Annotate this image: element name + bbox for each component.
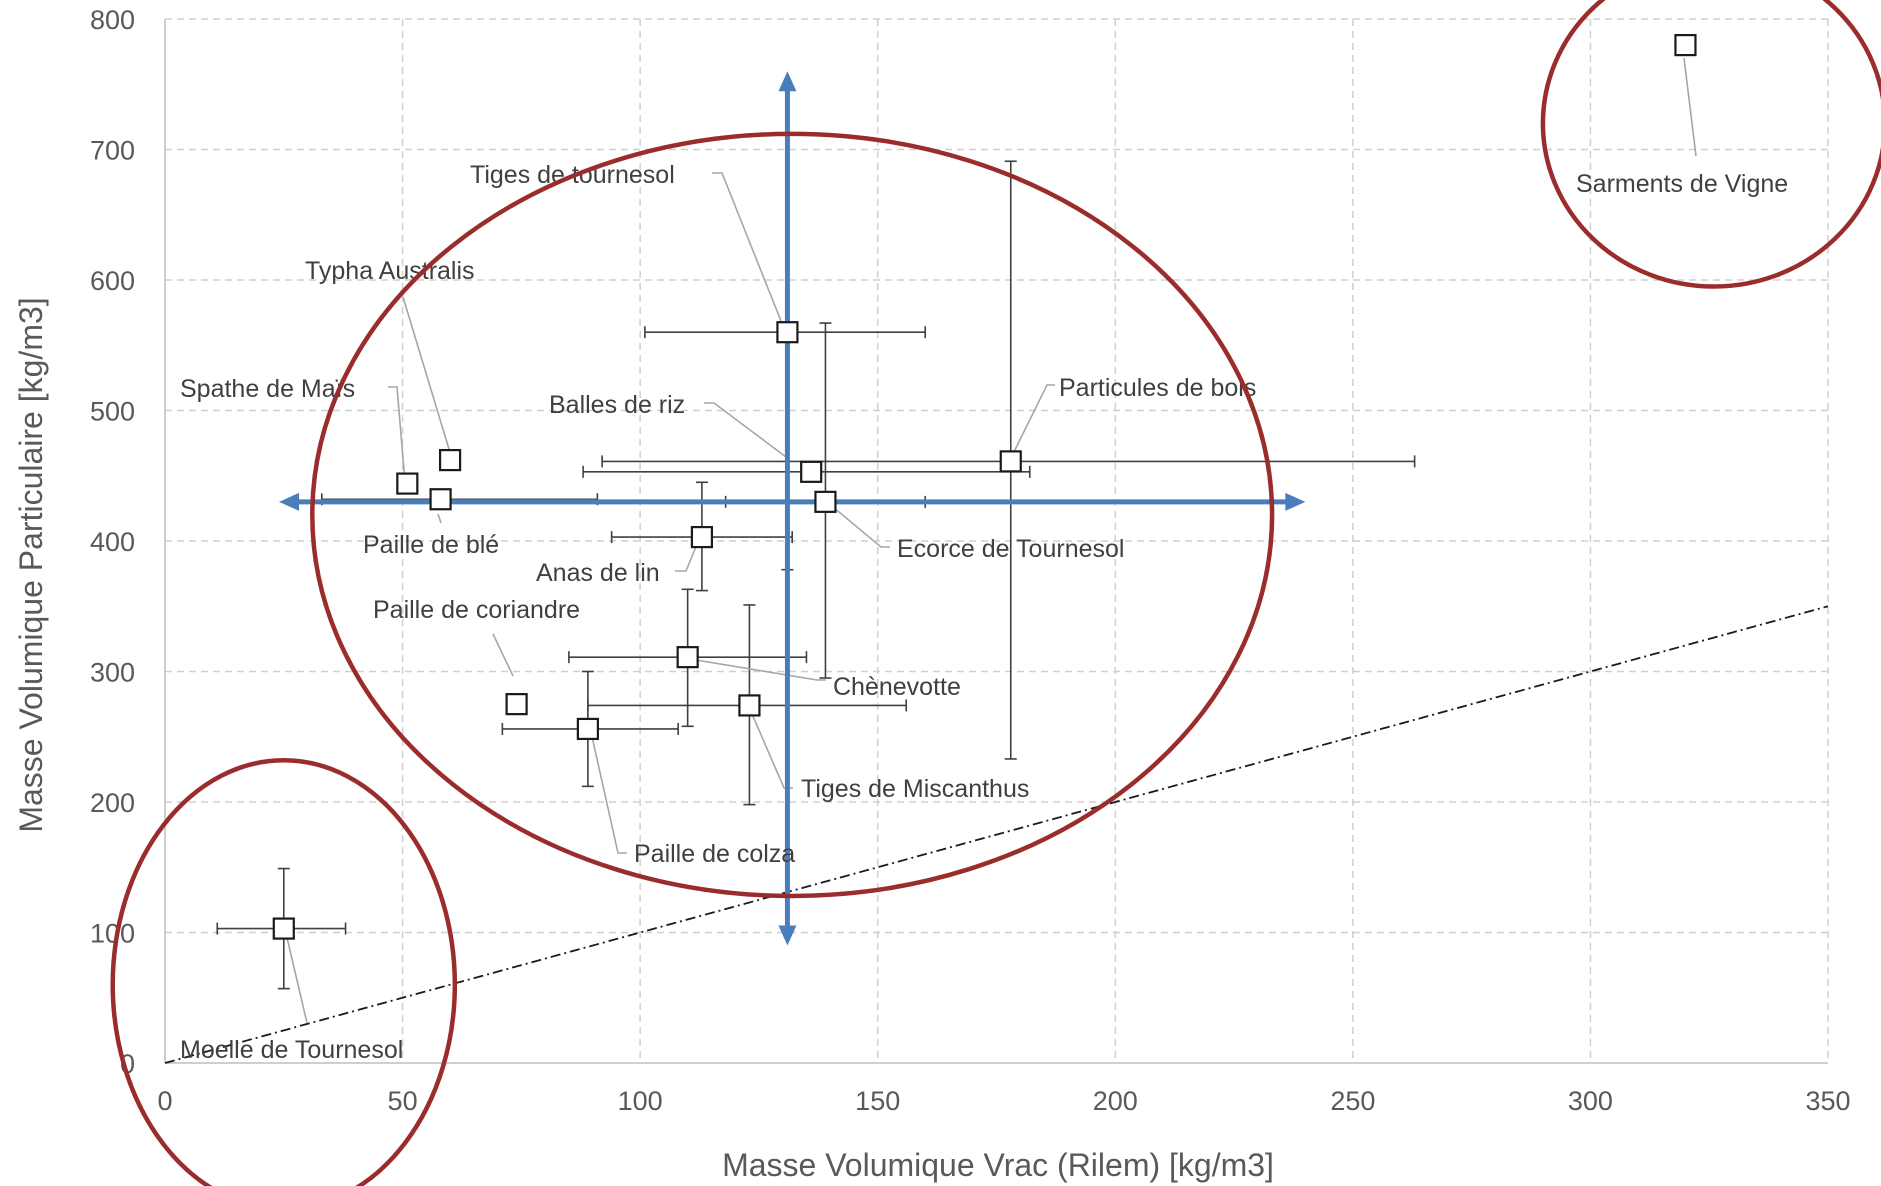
data-point-marker: [800, 460, 823, 483]
x-tick-label: 50: [388, 1086, 418, 1116]
data-point-marker: [690, 525, 714, 549]
data-point-marker: [429, 488, 452, 511]
x-tick-label: 300: [1568, 1086, 1613, 1116]
y-tick-label: 200: [90, 788, 135, 818]
data-point-label: Balles de riz: [549, 391, 685, 419]
leader-line: [402, 296, 453, 460]
data-point-marker: [272, 917, 295, 940]
arrow-layer: [279, 71, 1306, 946]
data-point-marker: [776, 321, 799, 344]
y-tick-label: 300: [90, 658, 135, 688]
leader-line: [704, 402, 787, 458]
y-tick-label: 500: [90, 397, 135, 427]
highlight-ellipse: [110, 758, 458, 1186]
y-tick-label: 800: [90, 5, 135, 35]
data-point-label: Paille de coriandre: [373, 596, 580, 624]
data-point-label: Spathe de Maïs: [180, 375, 355, 403]
data-point-marker: [576, 717, 599, 741]
vertical-arrow-head-top: [778, 71, 797, 92]
leader-line: [437, 513, 442, 524]
marker-layer: [272, 33, 1697, 940]
data-point-marker: [505, 693, 528, 716]
y-tick-label: 100: [90, 919, 135, 949]
vertical-arrow-head-bottom: [778, 925, 797, 946]
data-point-label: Anas de lin: [536, 559, 660, 587]
leader-line: [1683, 57, 1697, 157]
y-tick-label: 600: [90, 266, 135, 296]
leader-line: [675, 536, 701, 572]
y-axis-title: Masse Volumique Particulaire [kg/m3]: [13, 297, 49, 832]
data-point-label: Typha Australis: [305, 257, 475, 285]
data-point-marker: [396, 472, 419, 495]
horizontal-arrow-head-left: [279, 492, 300, 511]
error-bar-layer: [216, 160, 1416, 990]
leader-line: [284, 928, 308, 1024]
data-point-label: Sarments de Vigne: [1576, 170, 1788, 198]
data-point-marker: [438, 448, 462, 472]
y-tick-label: 700: [90, 136, 135, 166]
highlight-ellipse: [1540, 0, 1881, 289]
highlight-ellipse: [310, 131, 1275, 899]
x-tick-label: 250: [1330, 1086, 1375, 1116]
leader-line: [712, 172, 786, 332]
grid-layer: [164, 18, 1829, 1064]
x-tick-label: 200: [1093, 1086, 1138, 1116]
data-point-label: Paille de colza: [634, 840, 795, 868]
tick-label-layer: 0 50 100 150 200 250 300 3500100200300400500600…: [90, 5, 1851, 1116]
leader-line-layer: [284, 57, 1697, 1024]
x-tick-label: 350: [1805, 1086, 1850, 1116]
ellipse-layer: [110, 0, 1881, 1186]
x-axis-title: Masse Volumique Vrac (Rilem) [kg/m3]: [722, 1147, 1274, 1183]
x-tick-label: 150: [855, 1086, 900, 1116]
horizontal-arrow-head-right: [1285, 492, 1306, 511]
data-point-label: Moelle de Tournesol: [180, 1036, 403, 1064]
data-point-label: Paille de blé: [363, 531, 499, 559]
leader-line: [1009, 384, 1055, 461]
leader-line: [492, 633, 514, 677]
data-point-label: Tiges de Miscanthus: [801, 775, 1029, 803]
data-point-marker: [1674, 33, 1697, 57]
data-point-marker: [814, 490, 837, 513]
data-point-label: Ecorce de Tournesol: [897, 535, 1124, 563]
x-tick-label: 100: [618, 1086, 663, 1116]
data-point-marker: [676, 646, 699, 669]
data-point-marker: [738, 694, 761, 717]
leader-line: [826, 501, 890, 548]
x-tick-label: 0: [157, 1086, 172, 1116]
leader-line: [388, 386, 406, 483]
data-point-marker: [999, 450, 1022, 473]
data-point-label: Chènevotte: [833, 673, 961, 701]
reference-line: [164, 605, 1829, 1064]
leader-line: [689, 658, 826, 681]
leader-line: [590, 731, 627, 854]
leader-line: [748, 706, 793, 789]
reference-line-layer: [164, 605, 1829, 1064]
y-tick-label: 400: [90, 527, 135, 557]
data-point-label: Particules de bois: [1059, 374, 1256, 402]
